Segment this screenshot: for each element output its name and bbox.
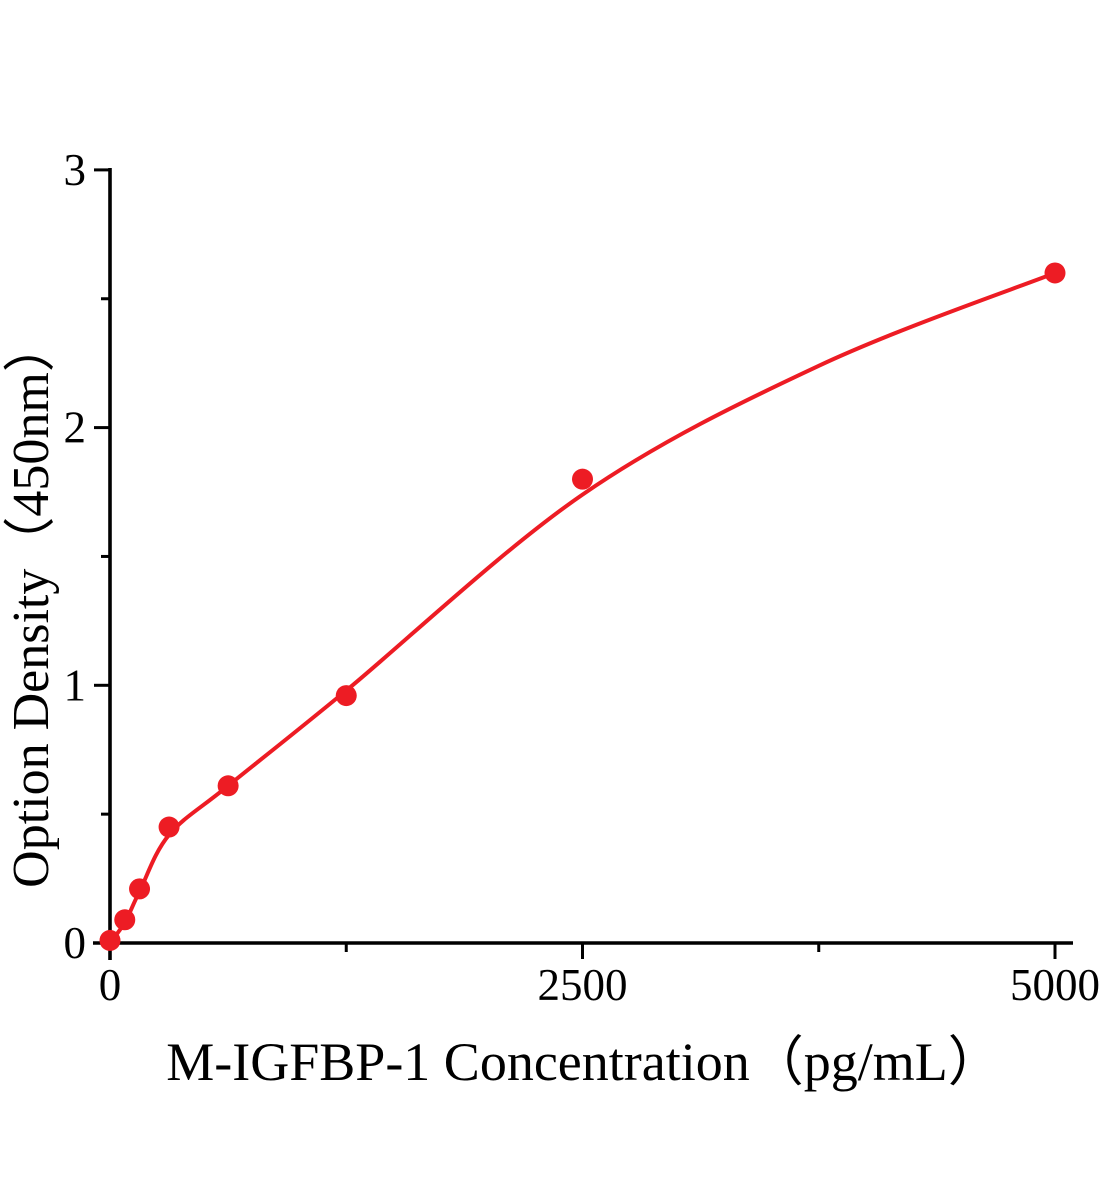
x-tick-label: 0: [99, 960, 122, 1010]
data-point: [335, 685, 357, 707]
data-point: [158, 816, 180, 838]
tick-labels-group: 0 2500 5000 0 1 2 3: [64, 145, 1101, 1010]
data-point: [129, 878, 151, 900]
data-point: [217, 775, 239, 797]
y-tick-label: 3: [64, 145, 87, 195]
data-point: [114, 909, 136, 931]
x-tick-label: 5000: [1010, 960, 1100, 1010]
data-point: [572, 468, 593, 490]
x-axis-title: M-IGFBP-1 Concentration（pg/mL）: [166, 1032, 1001, 1092]
y-tick-label: 1: [64, 660, 87, 710]
data-point: [1044, 262, 1066, 284]
y-axis-title: Option Density（450nm）: [3, 320, 60, 888]
data-series-group: [99, 262, 1066, 951]
y-tick-label: 0: [64, 918, 87, 968]
x-tick-label: 2500: [538, 960, 628, 1010]
fit-curve: [108, 271, 1057, 945]
data-point: [99, 929, 121, 951]
axes-group: [93, 168, 1073, 960]
y-tick-label: 2: [64, 403, 87, 453]
